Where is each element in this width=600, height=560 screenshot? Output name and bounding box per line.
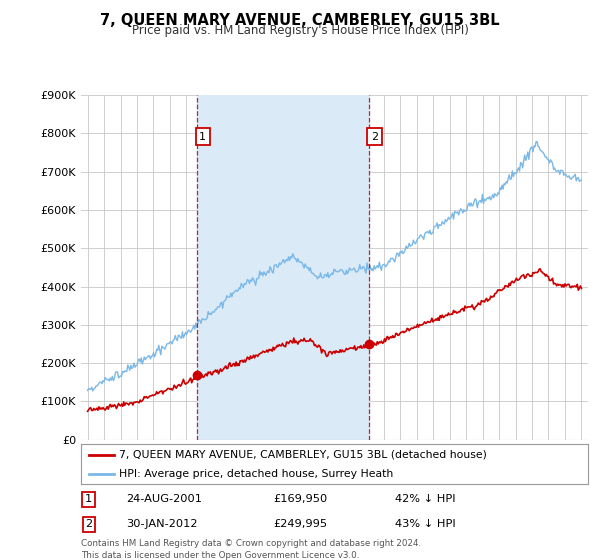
Text: 43% ↓ HPI: 43% ↓ HPI	[395, 519, 456, 529]
Text: £249,995: £249,995	[274, 519, 328, 529]
Text: 1: 1	[85, 494, 92, 504]
Text: 2: 2	[85, 519, 92, 529]
Bar	[197, 95, 369, 440]
Text: £169,950: £169,950	[274, 494, 328, 504]
Text: 42% ↓ HPI: 42% ↓ HPI	[395, 494, 456, 504]
Text: Price paid vs. HM Land Registry's House Price Index (HPI): Price paid vs. HM Land Registry's House …	[131, 24, 469, 37]
Text: 7, QUEEN MARY AVENUE, CAMBERLEY, GU15 3BL: 7, QUEEN MARY AVENUE, CAMBERLEY, GU15 3B…	[100, 13, 500, 28]
Text: 7, QUEEN MARY AVENUE, CAMBERLEY, GU15 3BL (detached house): 7, QUEEN MARY AVENUE, CAMBERLEY, GU15 3B…	[119, 450, 487, 460]
Text: HPI: Average price, detached house, Surrey Heath: HPI: Average price, detached house, Surr…	[119, 469, 393, 479]
Text: 24-AUG-2001: 24-AUG-2001	[127, 494, 203, 504]
Text: 1: 1	[199, 132, 206, 142]
Text: Contains HM Land Registry data © Crown copyright and database right 2024.
This d: Contains HM Land Registry data © Crown c…	[81, 539, 421, 559]
Text: 30-JAN-2012: 30-JAN-2012	[127, 519, 198, 529]
Text: 2: 2	[371, 132, 378, 142]
